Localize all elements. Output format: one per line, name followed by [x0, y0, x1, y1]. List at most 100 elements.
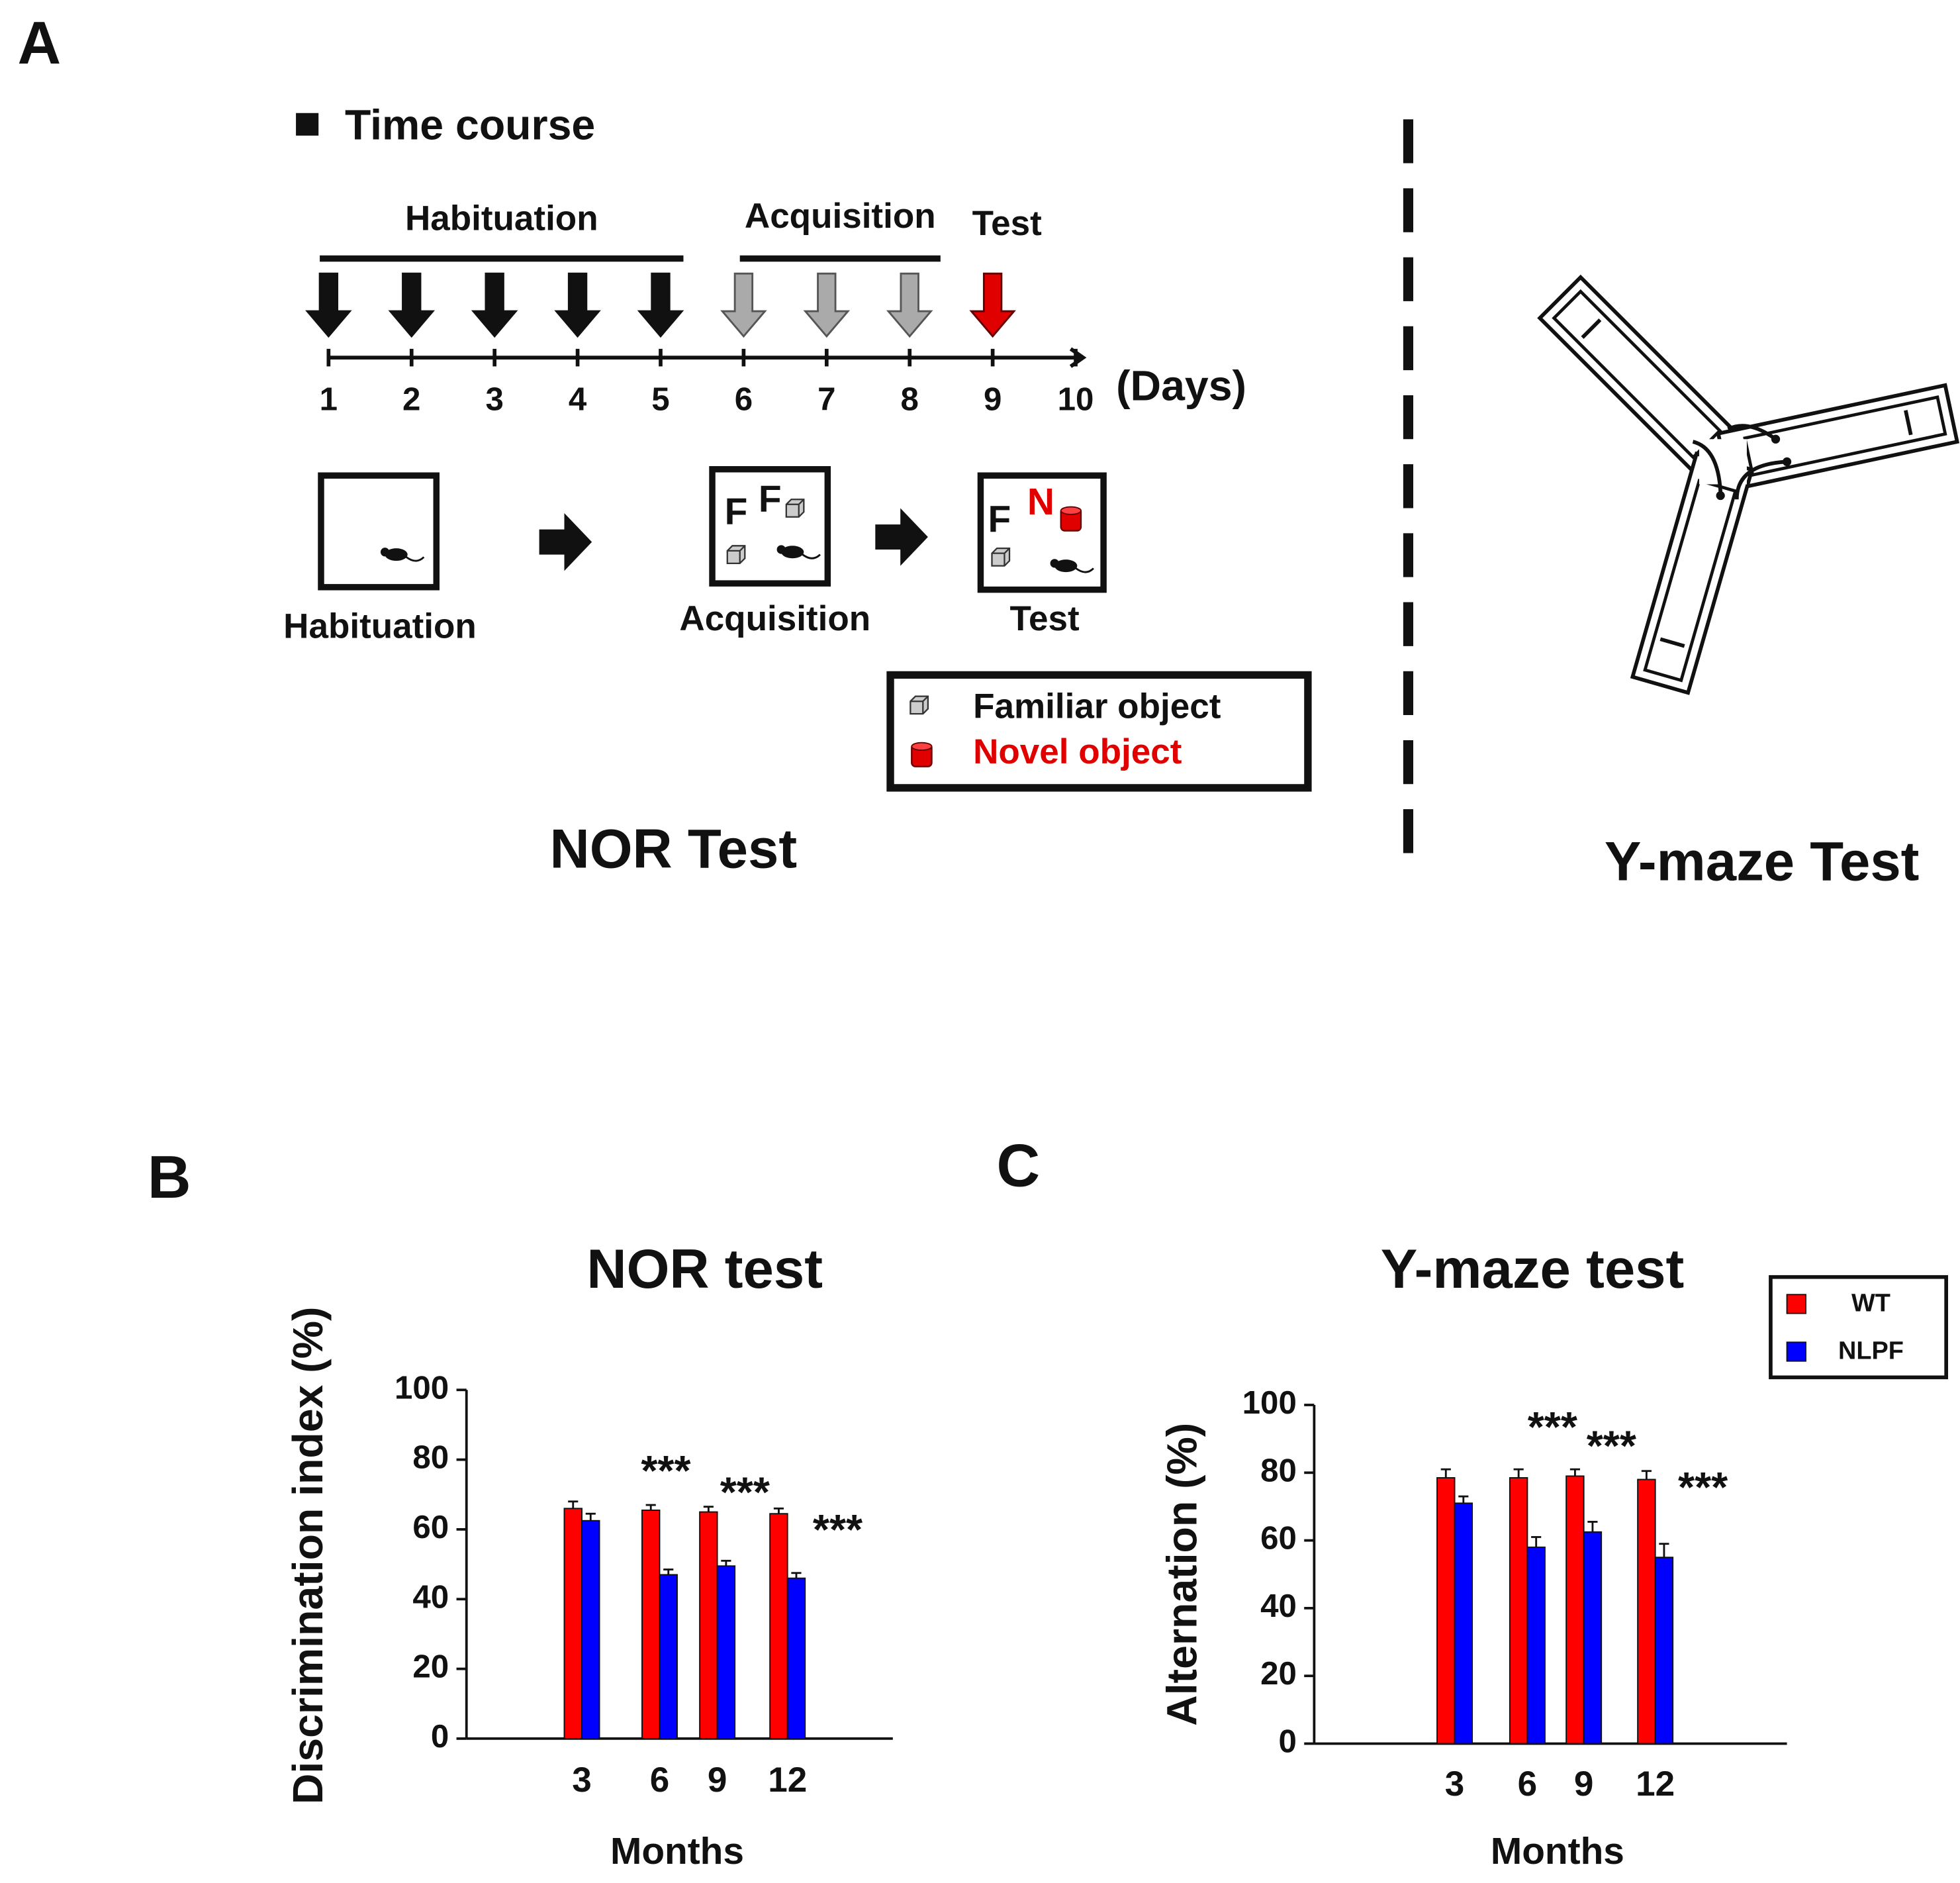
maze-center [1699, 439, 1747, 485]
mouse-head [1050, 559, 1059, 568]
cube-edge [992, 548, 1010, 566]
significance: *** [1587, 1422, 1636, 1469]
days-unit: (Days) [1116, 362, 1246, 410]
flow-arrow [539, 513, 592, 571]
day-label: 1 [320, 381, 338, 417]
phase-label: Habituation [405, 199, 598, 238]
bar [1583, 1531, 1603, 1745]
arena [977, 472, 1107, 593]
y-tick-label: 0 [431, 1718, 449, 1755]
object-mark: N [1027, 481, 1054, 523]
bar [1565, 1475, 1585, 1745]
maze-arrow-head [1716, 491, 1725, 501]
maze-arrow [1727, 424, 1777, 441]
x-tick-label: 6 [1518, 1764, 1538, 1804]
chart-title: Y-maze test [1381, 1238, 1685, 1300]
maze-arrow [1692, 440, 1723, 493]
phase-label: Acquisition [745, 197, 936, 236]
session-arrow [554, 272, 601, 338]
x-tick-label: 12 [768, 1761, 807, 1800]
y-axis-label: Alternation (%) [1158, 1423, 1205, 1726]
y-tick-label: 20 [1260, 1655, 1297, 1692]
bar [769, 1513, 788, 1739]
heading: Time course [345, 101, 595, 148]
maze-inner [1743, 395, 1947, 477]
day-label: 4 [569, 381, 587, 417]
cube-edge [786, 499, 805, 517]
session-arrow [471, 272, 518, 338]
day-label: 3 [485, 381, 503, 417]
maze-arrow [1734, 459, 1787, 500]
object-mark: F [988, 499, 1011, 540]
mouse [781, 546, 804, 559]
object-legend [886, 671, 1312, 792]
panel-label: C [996, 1133, 1040, 1200]
x-tick-label: 6 [650, 1761, 670, 1800]
bar [1654, 1557, 1674, 1745]
mouse-tail [1075, 567, 1094, 573]
maze-mark [1581, 318, 1602, 339]
maze-mark [1904, 410, 1913, 436]
phase-label: Test [972, 204, 1042, 243]
session-arrow [305, 272, 352, 338]
mouse-tail [405, 556, 425, 562]
cylinder-top [911, 742, 933, 751]
significance: *** [641, 1447, 690, 1494]
bar [1526, 1546, 1546, 1745]
y-tick-label: 100 [1242, 1384, 1297, 1421]
session-arrow [388, 272, 436, 338]
bar [581, 1520, 600, 1739]
chart-title: NOR test [586, 1238, 823, 1300]
legend-text: Familiar object [973, 687, 1221, 726]
day-label: 6 [735, 381, 753, 417]
caption: Y-maze Test [1605, 830, 1920, 892]
x-axis-label: Months [1491, 1831, 1624, 1872]
significance: *** [813, 1506, 863, 1553]
bar [716, 1565, 736, 1739]
mouse [385, 548, 408, 561]
legend-label: NLPF [1838, 1337, 1904, 1365]
day-label: 8 [901, 381, 919, 417]
x-tick-label: 9 [708, 1761, 727, 1800]
cube-edge [910, 695, 929, 714]
bar [1436, 1477, 1456, 1745]
y-axis-label: Discrimination index (%) [284, 1307, 332, 1805]
significance: *** [1678, 1463, 1728, 1511]
stage-label: Habituation [283, 606, 477, 646]
y-tick-label: 20 [412, 1649, 449, 1685]
y-tick-label: 60 [1260, 1520, 1297, 1557]
x-tick-label: 3 [1445, 1764, 1464, 1804]
mouse-tail [802, 554, 821, 559]
x-axis-label: Months [610, 1831, 744, 1872]
day-label: 2 [402, 381, 420, 417]
caption: NOR Test [550, 818, 798, 879]
session-arrow [637, 272, 684, 338]
y-tick-label: 60 [412, 1509, 449, 1545]
bar [1454, 1502, 1473, 1745]
maze-arrow-head [1771, 434, 1781, 444]
session-arrow [720, 272, 767, 338]
y-tick-label: 80 [1260, 1452, 1297, 1488]
bar [1637, 1478, 1656, 1745]
maze-arm [1716, 383, 1960, 493]
session-arrow [886, 272, 933, 338]
legend-text: Novel object [973, 732, 1182, 771]
mouse [1054, 559, 1078, 573]
stage-label: Acquisition [679, 599, 870, 638]
bar [641, 1510, 661, 1739]
maze-arm [1630, 451, 1755, 695]
bar [563, 1508, 583, 1739]
legend-swatch [1786, 1341, 1806, 1362]
x-tick-label: 9 [1574, 1764, 1594, 1804]
cube-edge [727, 545, 746, 563]
y-tick-label: 100 [395, 1369, 449, 1406]
panel-label: B [148, 1144, 191, 1211]
y-tick-label: 80 [412, 1439, 449, 1476]
x-tick-label: 12 [1636, 1764, 1675, 1804]
cylinder-top [1060, 506, 1082, 515]
legend-swatch [1786, 1294, 1806, 1314]
bar [786, 1577, 806, 1739]
y-tick-label: 40 [1260, 1588, 1297, 1624]
